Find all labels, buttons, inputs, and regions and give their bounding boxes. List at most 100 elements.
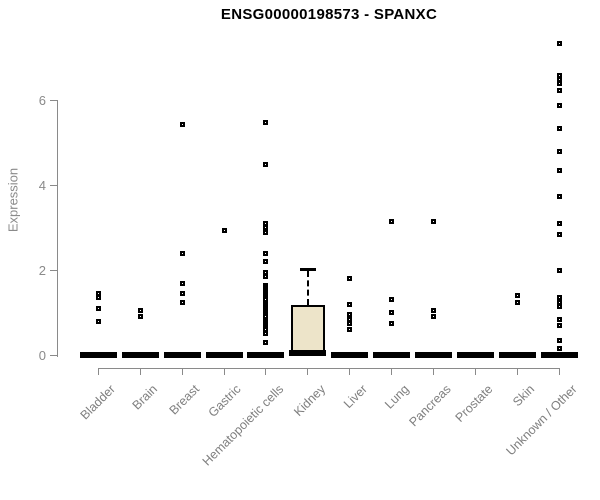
whisker-line: [306, 271, 309, 306]
y-tick: [50, 100, 57, 102]
outlier-point: [389, 219, 395, 225]
outlier-point: [556, 149, 562, 155]
x-tick: [558, 368, 560, 375]
y-tick-label: 0: [38, 347, 46, 363]
outlier-point: [431, 308, 437, 314]
outlier-point: [347, 327, 353, 333]
x-axis-line: [98, 368, 560, 369]
outlier-point: [263, 331, 269, 337]
outlier-point: [556, 193, 562, 199]
y-tick-label: 2: [38, 262, 46, 278]
outlier-point: [263, 119, 269, 125]
outlier-point: [347, 301, 353, 307]
x-category-label: Brain: [129, 382, 161, 413]
x-tick: [97, 368, 99, 375]
box-median-bar: [415, 352, 453, 358]
y-tick: [50, 185, 57, 187]
x-category-label: Skin: [510, 382, 538, 410]
outlier-point: [263, 339, 269, 345]
outlier-point: [263, 259, 269, 265]
x-tick: [265, 368, 267, 375]
x-tick: [307, 368, 309, 375]
outlier-point: [179, 121, 185, 127]
x-tick: [516, 368, 518, 375]
outlier-point: [556, 125, 562, 131]
outlier-point: [431, 219, 437, 225]
outlier-point: [179, 291, 185, 297]
outlier-point: [347, 316, 353, 322]
outlier-point: [556, 299, 562, 305]
x-tick: [349, 368, 351, 375]
outlier-point: [263, 229, 269, 235]
x-category-label: Prostate: [452, 382, 496, 425]
y-tick: [50, 354, 57, 356]
outlier-point: [95, 305, 101, 311]
outlier-point: [179, 280, 185, 286]
outlier-point: [179, 299, 185, 305]
outlier-point: [556, 87, 562, 93]
outlier-point: [556, 81, 562, 87]
outlier-point: [556, 72, 562, 78]
outlier-point: [556, 346, 562, 352]
outlier-point: [347, 320, 353, 326]
box-median-bar: [79, 352, 117, 358]
y-axis-line: [57, 100, 58, 357]
x-category-label: Liver: [340, 382, 370, 412]
outlier-point: [137, 308, 143, 314]
box-median-bar: [163, 352, 201, 358]
outlier-point: [263, 161, 269, 167]
x-category-label: Hematopoietic cells: [199, 382, 286, 469]
outlier-point: [556, 322, 562, 328]
y-tick-label: 6: [38, 93, 46, 109]
y-tick: [50, 269, 57, 271]
outlier-point: [263, 327, 269, 333]
outlier-point: [556, 295, 562, 301]
outlier-point: [95, 291, 101, 297]
x-tick: [474, 368, 476, 375]
x-category-label: Bladder: [77, 382, 119, 423]
box-median-bar: [331, 352, 369, 358]
whisker-cap: [299, 268, 316, 272]
outlier-point: [389, 297, 395, 303]
box-median-bar: [373, 352, 411, 358]
outlier-point: [556, 168, 562, 174]
x-category-label: Kidney: [290, 382, 328, 419]
box-median-bar: [540, 352, 578, 358]
outlier-point: [431, 314, 437, 320]
outlier-point: [389, 310, 395, 316]
outlier-point: [556, 231, 562, 237]
x-tick: [433, 368, 435, 375]
outlier-point: [556, 303, 562, 309]
box-median-bar: [121, 352, 159, 358]
x-tick: [391, 368, 393, 375]
outlier-point: [221, 227, 227, 233]
outlier-point: [556, 41, 562, 47]
outlier-point: [514, 299, 520, 305]
outlier-point: [556, 221, 562, 227]
outlier-point: [179, 250, 185, 256]
outlier-point: [95, 318, 101, 324]
box: [290, 305, 325, 355]
outlier-point: [137, 314, 143, 320]
outlier-point: [347, 276, 353, 282]
outlier-point: [556, 102, 562, 108]
box-median-bar: [247, 352, 285, 358]
outlier-point: [263, 225, 269, 231]
x-category-label: Gastric: [206, 382, 244, 420]
x-tick: [223, 368, 225, 375]
outlier-point: [514, 293, 520, 299]
x-category-label: Breast: [166, 382, 203, 418]
outlier-point: [263, 250, 269, 256]
outlier-point: [263, 274, 269, 280]
x-tick: [181, 368, 183, 375]
outlier-point: [95, 295, 101, 301]
outlier-point: [556, 267, 562, 273]
box-median-bar: [456, 352, 494, 358]
outlier-point: [556, 77, 562, 83]
box-median-bar: [289, 349, 327, 356]
outlier-point: [263, 221, 269, 227]
outlier-point: [263, 269, 269, 275]
outlier-point: [389, 320, 395, 326]
outlier-point: [556, 337, 562, 343]
